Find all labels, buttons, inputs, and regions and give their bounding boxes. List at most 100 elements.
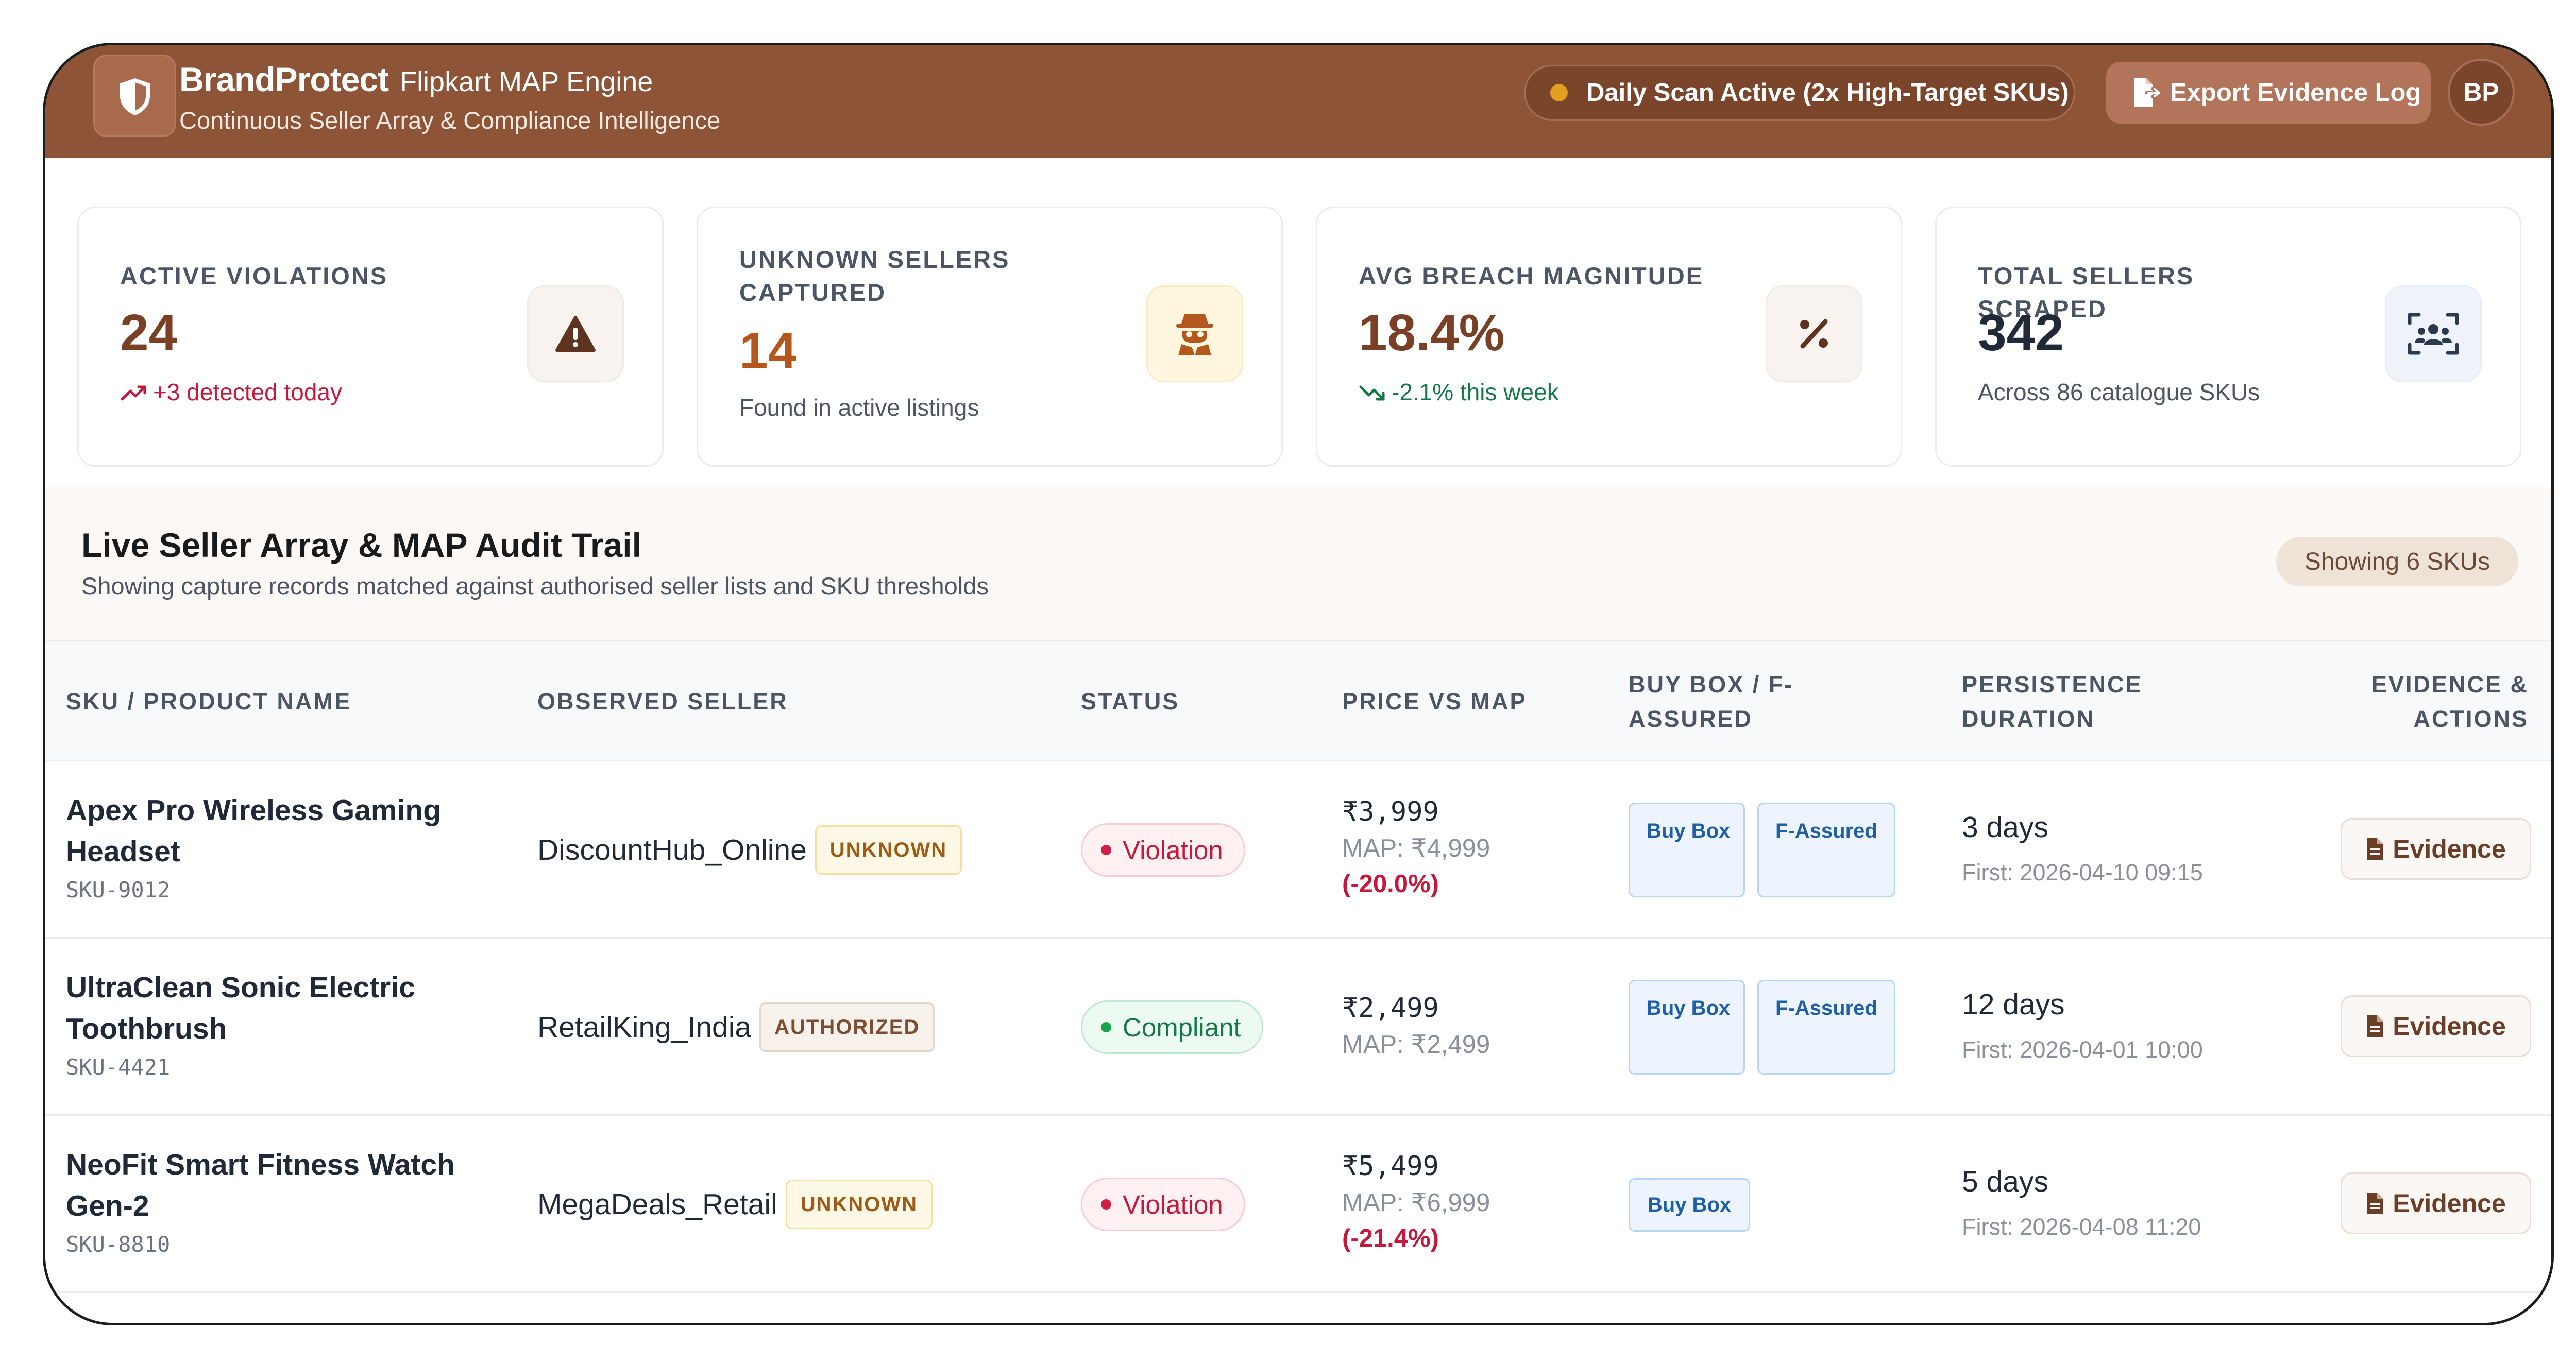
brand-title: BrandProtect Flipkart MAP Engine [179, 60, 653, 99]
stat-value: 24 [120, 304, 178, 362]
evidence-button[interactable]: Evidence [2341, 1172, 2531, 1234]
stat-value: 342 [1978, 304, 2064, 362]
column-header-price[interactable]: PRICE VS MAP [1342, 688, 1527, 714]
persistence-days: 3 days [1962, 811, 2048, 844]
stat-card-avg-breach: AVG BREACH MAGNITUDE 18.4% -2.1% this we… [1316, 207, 1902, 467]
stat-value: 14 [739, 322, 797, 380]
map-price: MAP: ₹4,999 [1342, 835, 1490, 862]
product-sku: SKU-8810 [66, 1232, 171, 1257]
evidence-button[interactable]: Evidence [2341, 818, 2531, 880]
map-price: MAP: ₹6,999 [1342, 1189, 1490, 1217]
brand-logo [93, 55, 176, 137]
section-subtitle: Showing capture records matched against … [81, 572, 989, 600]
table-row[interactable]: Apex Pro Wireless Gaming Headset SKU-901… [45, 761, 2551, 939]
audit-trail-section: Live Seller Array & MAP Audit Trail Show… [45, 487, 2551, 641]
column-header-buybox[interactable]: BUY BOX / F-ASSURED [1629, 671, 1794, 732]
seller-tag-unknown: UNKNOWN [815, 825, 962, 875]
column-header-persistence[interactable]: PERSISTENCE DURATION [1962, 671, 2143, 732]
column-header-seller[interactable]: OBSERVED SELLER [537, 688, 788, 714]
column-header-evidence[interactable]: EVIDENCE & ACTIONS [2371, 671, 2529, 732]
stat-note-text: -2.1% this week [1392, 379, 1559, 405]
stat-label: ACTIVE VIOLATIONS [120, 262, 388, 290]
observed-price: ₹5,499 [1342, 1151, 1439, 1182]
showing-count-badge: Showing 6 SKUs [2276, 537, 2518, 586]
scan-status-dot [1550, 84, 1568, 101]
status-dot [1101, 845, 1111, 855]
observed-price: ₹2,499 [1342, 993, 1439, 1024]
stat-label: TOTAL SELLERS SCRAPED [1978, 262, 2195, 322]
seller-name[interactable]: DiscountHub_Online [537, 833, 807, 866]
file-export-icon [2134, 78, 2160, 107]
price-deviation: (-20.0%) [1342, 870, 1439, 898]
warning-triangle-icon [527, 285, 624, 382]
persistence-days: 5 days [1962, 1165, 2048, 1198]
top-header: BrandProtect Flipkart MAP Engine Continuo… [45, 45, 2551, 158]
stat-label: AVG BREACH MAGNITUDE [1359, 262, 1704, 290]
app-window: BrandProtect Flipkart MAP Engine Continuo… [43, 43, 2554, 1325]
evidence-button-label: Evidence [2393, 1012, 2506, 1041]
status-dot [1101, 1022, 1111, 1032]
brand-subtitle: Flipkart MAP Engine [400, 66, 653, 97]
table-row[interactable]: NeoFit Smart Fitness Watch Gen-2 SKU-881… [45, 1116, 2551, 1293]
status-dot [1101, 1199, 1111, 1210]
stat-label: UNKNOWN SELLERS CAPTURED [739, 246, 1010, 306]
seller-name[interactable]: RetailKing_India [537, 1011, 752, 1044]
first-seen: First: 2026-04-10 09:15 [1962, 859, 2203, 886]
buy-box-tag: Buy Box [1629, 980, 1745, 1075]
product-sku: SKU-4421 [66, 1054, 171, 1080]
seller-tag-authorized: AUTHORIZED [759, 1002, 935, 1052]
table-row[interactable]: UltraClean Sonic Electric Toothbrush SKU… [45, 939, 2551, 1116]
f-assured-tag: F-Assured [1757, 803, 1895, 897]
status-label: Violation [1123, 1189, 1223, 1219]
brand-name: BrandProtect [179, 60, 389, 98]
brand-tagline: Continuous Seller Array & Compliance Int… [179, 107, 721, 134]
export-button-label: Export Evidence Log [2170, 79, 2421, 107]
users-scan-icon [2385, 285, 2482, 382]
product-name: UltraClean Sonic Electric Toothbrush [66, 971, 415, 1045]
evidence-button[interactable]: Evidence [2341, 995, 2531, 1057]
status-badge: Compliant [1081, 1000, 1263, 1054]
f-assured-tag: F-Assured [1757, 980, 1895, 1075]
observed-seller: DiscountHub_Online UNKNOWN [537, 761, 962, 939]
observed-seller: MegaDeals_Retail UNKNOWN [537, 1116, 933, 1293]
stat-note-text: Found in active listings [739, 394, 979, 421]
column-header-status[interactable]: STATUS [1081, 688, 1180, 714]
persistence-days: 12 days [1962, 988, 2065, 1021]
export-evidence-button[interactable]: Export Evidence Log [2106, 62, 2431, 124]
percent-icon [1766, 285, 1862, 382]
price-deviation: (-21.4%) [1342, 1224, 1439, 1252]
product-sku: SKU-9012 [66, 877, 171, 903]
stat-card-unknown-sellers: UNKNOWN SELLERS CAPTURED 14 Found in act… [697, 207, 1283, 467]
map-price: MAP: ₹2,499 [1342, 1031, 1490, 1059]
file-icon [2367, 1015, 2384, 1037]
status-badge: Violation [1081, 1178, 1245, 1231]
buy-box-tag: Buy Box [1629, 803, 1745, 897]
stat-note: +3 detected today [120, 378, 342, 406]
seller-tag-unknown: UNKNOWN [785, 1180, 933, 1229]
first-seen: First: 2026-04-08 11:20 [1962, 1214, 2201, 1240]
column-header-product[interactable]: SKU / PRODUCT NAME [66, 688, 352, 714]
trend-down-icon [1359, 385, 1385, 401]
stat-note-text: +3 detected today [153, 379, 343, 405]
scan-status-pill[interactable]: Daily Scan Active (2x High-Target SKUs) [1524, 65, 2075, 121]
trend-up-icon [121, 385, 146, 401]
evidence-button-label: Evidence [2393, 1189, 2506, 1218]
stat-card-active-violations: ACTIVE VIOLATIONS 24 +3 detected today [77, 207, 664, 467]
file-icon [2367, 1193, 2384, 1214]
stat-value: 18.4% [1359, 304, 1505, 362]
stat-note: -2.1% this week [1359, 378, 1559, 406]
shield-icon [120, 78, 150, 115]
file-icon [2367, 838, 2384, 860]
status-label: Violation [1123, 835, 1223, 865]
user-secret-icon [1146, 285, 1243, 382]
stat-note-text: Across 86 catalogue SKUs [1978, 379, 2260, 405]
product-name: Apex Pro Wireless Gaming Headset [66, 794, 442, 868]
status-label: Compliant [1123, 1012, 1241, 1042]
seller-name[interactable]: MegaDeals_Retail [537, 1188, 777, 1221]
observed-price: ₹3,999 [1342, 796, 1439, 827]
table-header: SKU / PRODUCT NAME OBSERVED SELLER STATU… [45, 641, 2551, 761]
scan-status-label: Daily Scan Active (2x High-Target SKUs) [1586, 79, 2069, 107]
user-avatar[interactable]: BP [2448, 59, 2515, 126]
product-name: NeoFit Smart Fitness Watch Gen-2 [66, 1148, 455, 1222]
stat-card-total-sellers: TOTAL SELLERS SCRAPED 342 Across 86 cata… [1935, 207, 2521, 467]
